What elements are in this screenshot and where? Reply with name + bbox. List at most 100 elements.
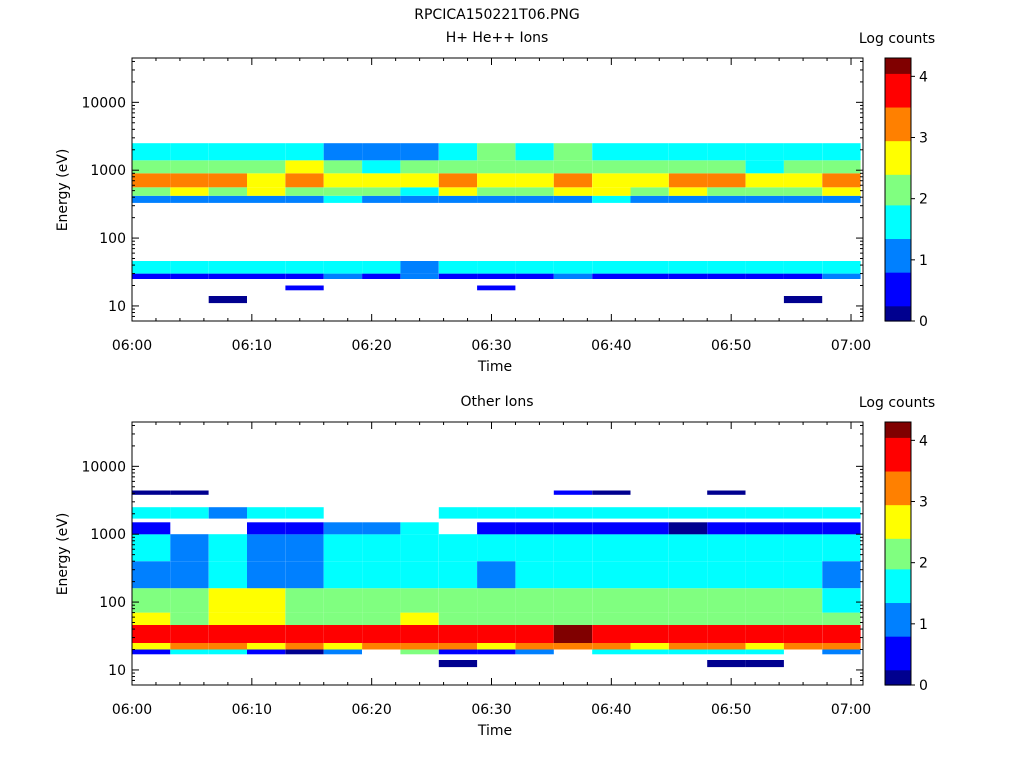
heatmap-cell (438, 273, 478, 279)
heatmap-cell (630, 588, 669, 613)
heatmap-cell (285, 522, 324, 535)
heatmap-cell (553, 195, 593, 203)
x-tick-label: 06:20 (351, 702, 391, 718)
heatmap-cell (745, 625, 784, 643)
heatmap-cell (438, 642, 478, 650)
colorbar-swatch (885, 608, 911, 613)
heatmap-cell (362, 642, 401, 650)
heatmap-cell (247, 273, 286, 279)
heatmap-cell (132, 143, 171, 161)
colorbar-swatch (885, 204, 911, 209)
heatmap-cell (285, 173, 324, 188)
colorbar-swatch (885, 614, 911, 619)
heatmap-cell (285, 285, 324, 291)
heatmap-cell (438, 612, 478, 625)
heatmap-cell (132, 522, 171, 535)
heatmap-cell (783, 612, 823, 625)
heatmap-cell (592, 160, 631, 174)
heatmap-cell (247, 522, 286, 535)
colorbar-swatch (885, 532, 911, 536)
colorbar-swatch (885, 58, 911, 62)
colorbar-swatch (885, 623, 911, 628)
heatmap-cell (668, 534, 708, 562)
colorbar-swatch (885, 311, 911, 316)
heatmap-cell (285, 561, 324, 589)
colorbar-swatch (885, 477, 911, 481)
heatmap-cell (438, 143, 478, 161)
heatmap-cell (400, 273, 439, 279)
colorbar-swatch (885, 648, 911, 652)
colorbar-swatch (885, 620, 911, 625)
heatmap-cell (630, 187, 669, 196)
heatmap-cell (783, 273, 823, 279)
x-tick-label: 06:50 (711, 702, 751, 718)
heatmap-cell (668, 507, 708, 519)
heatmap-cell (132, 612, 171, 625)
heatmap-cell (553, 261, 593, 274)
heatmap-cell (553, 561, 593, 589)
colorbar-swatch (885, 629, 911, 634)
heatmap-cell (438, 625, 478, 643)
heatmap-cell (323, 642, 362, 650)
colorbar-swatch (885, 443, 911, 448)
colorbar-swatch (885, 425, 911, 429)
heatmap-cell (707, 534, 746, 562)
colorbar-swatch (885, 428, 911, 432)
heatmap-cell (132, 261, 171, 274)
colorbar-swatch (885, 431, 911, 435)
heatmap-cell (247, 649, 286, 655)
colorbar-swatch (885, 452, 911, 457)
colorbar-swatch (885, 226, 911, 230)
heatmap-cell (400, 261, 439, 274)
colorbar-swatch (885, 229, 911, 233)
heatmap-cell (477, 273, 516, 279)
x-tick-label: 06:00 (112, 338, 152, 354)
heatmap-cell (323, 649, 362, 655)
colorbar-swatch (885, 91, 911, 96)
panel-1-heatmap-cells (132, 143, 861, 304)
heatmap-cell (362, 173, 401, 188)
panel-2-axes: 10 100 1000 10000 06:00 06:10 06:20 06:30 06:40 0… (81, 422, 871, 718)
heatmap-cell (323, 588, 362, 613)
colorbar-swatch (885, 186, 911, 191)
colorbar-swatch (885, 296, 911, 301)
heatmap-cell (285, 612, 324, 625)
colorbar-tick-label: 1 (919, 617, 928, 633)
colorbar-swatch (885, 605, 911, 610)
colorbar-swatch (885, 125, 911, 129)
heatmap-cell (362, 187, 401, 196)
heatmap-cell (668, 561, 708, 589)
heatmap-cell (515, 273, 554, 279)
heatmap-cell (208, 261, 247, 274)
heatmap-cell (707, 195, 746, 203)
heatmap-cell (400, 173, 439, 188)
colorbar-swatch (885, 88, 911, 93)
heatmap-cell (783, 588, 823, 613)
heatmap-cell (630, 273, 669, 279)
colorbar-swatch (885, 666, 911, 671)
heatmap-cell (707, 160, 746, 174)
colorbar-swatch (885, 513, 911, 518)
heatmap-cell (553, 625, 593, 643)
heatmap-cell (592, 195, 631, 203)
colorbar-swatch (885, 657, 911, 662)
colorbar-swatch (885, 253, 911, 258)
panel-2-colorbar-label: Log counts (859, 395, 935, 411)
colorbar-swatch (885, 535, 911, 539)
colorbar-swatch (885, 461, 911, 466)
colorbar-swatch (885, 314, 911, 319)
heatmap-cell (515, 612, 554, 625)
heatmap-cell (477, 173, 516, 188)
colorbar-swatch (885, 473, 911, 478)
heatmap-cell (707, 612, 746, 625)
heatmap-cell (170, 642, 209, 650)
heatmap-cell (668, 588, 708, 613)
heatmap-cell (553, 612, 593, 625)
colorbar-swatch (885, 470, 911, 475)
colorbar-swatch (885, 654, 911, 659)
colorbar-tick-label: 4 (919, 69, 928, 85)
colorbar-swatch (885, 61, 911, 65)
heatmap-cell (707, 660, 746, 668)
heatmap-cell (822, 588, 861, 613)
heatmap-cell (553, 187, 593, 196)
